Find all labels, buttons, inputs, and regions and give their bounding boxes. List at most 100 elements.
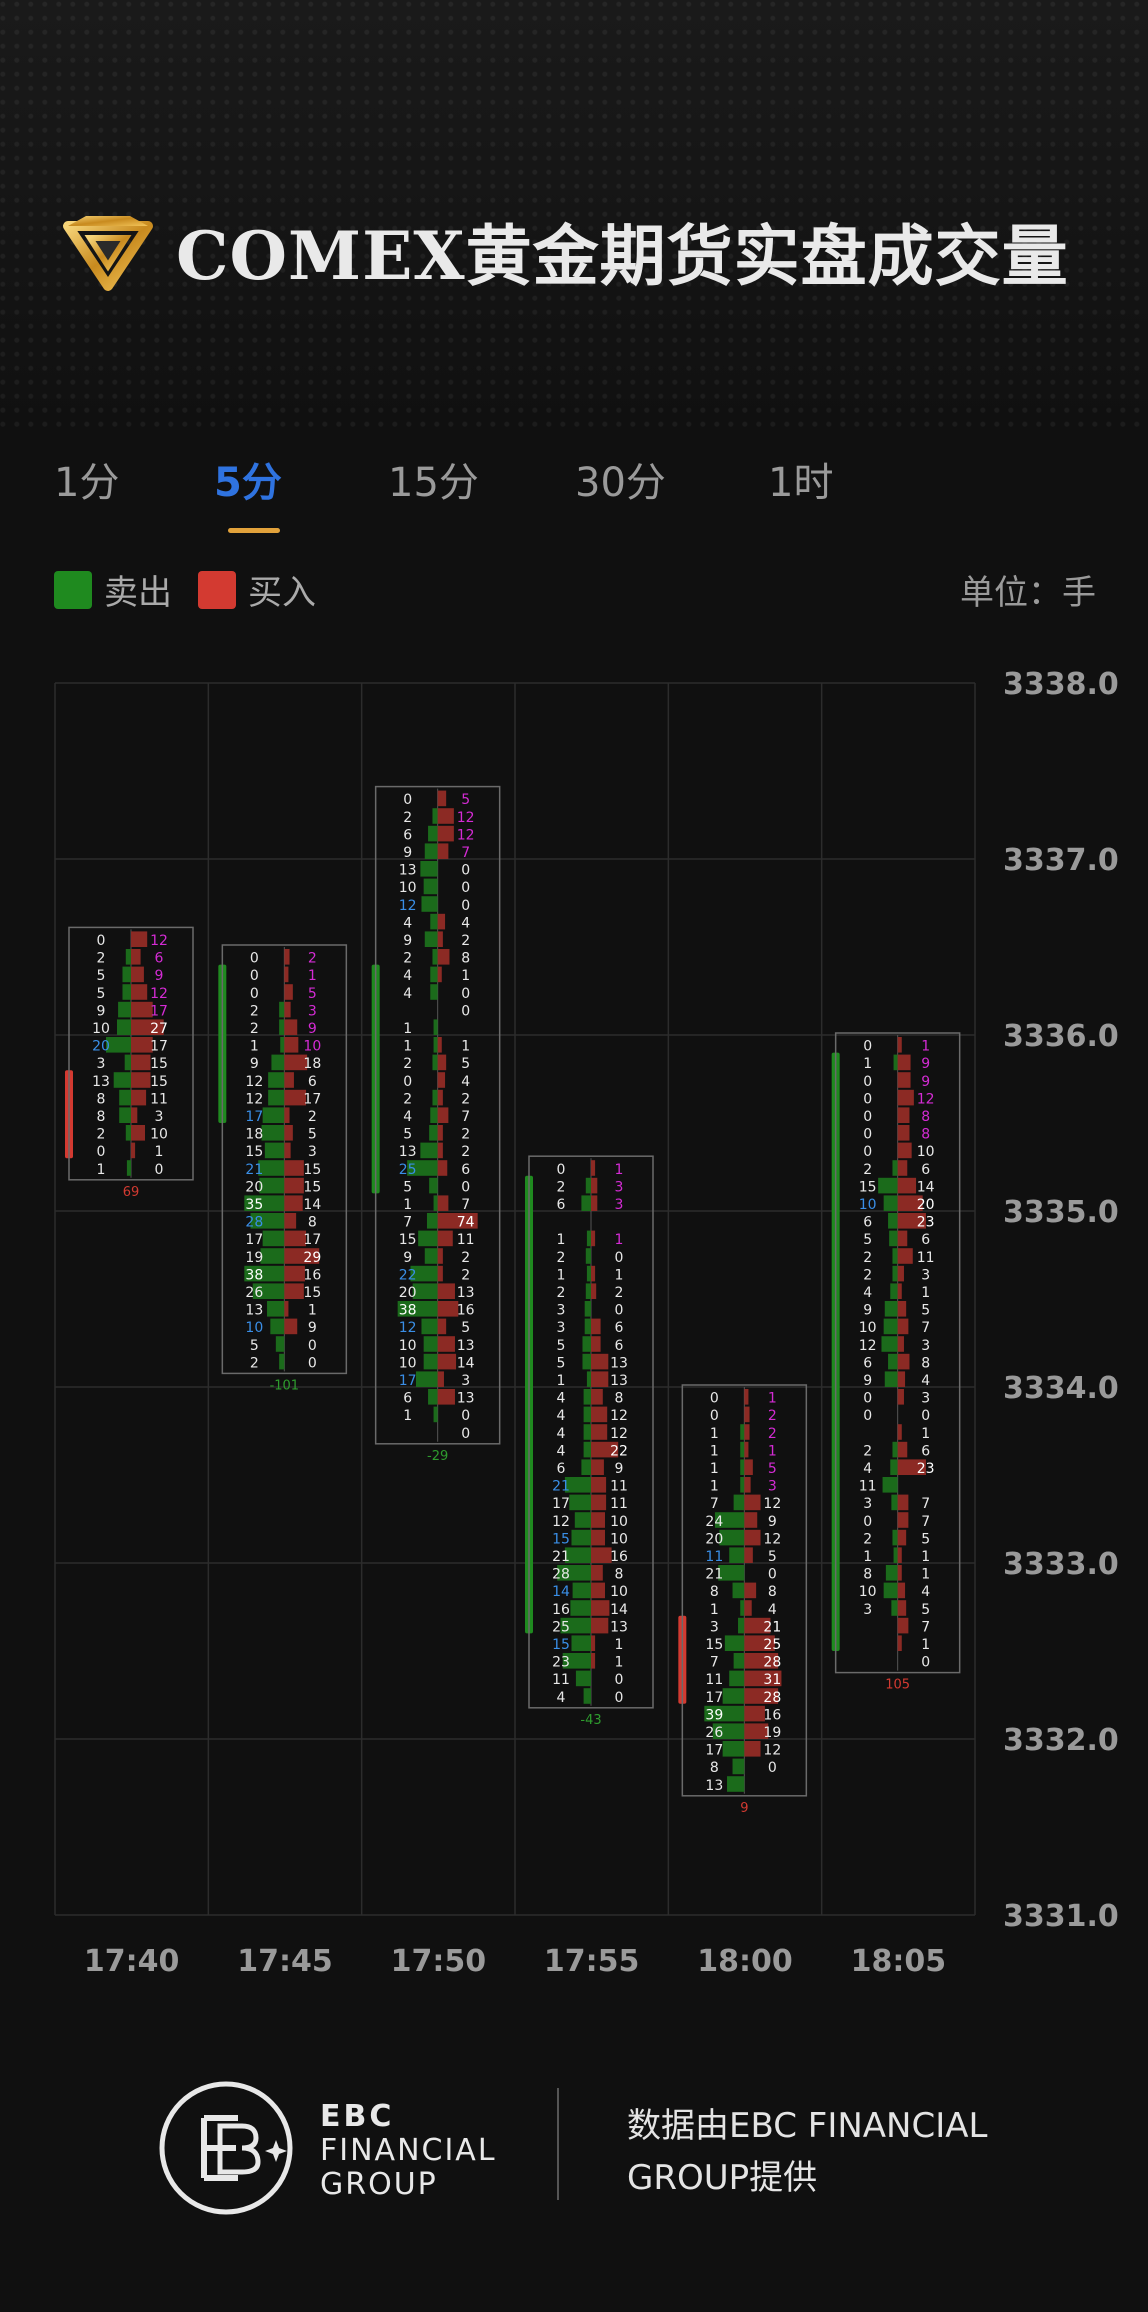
bid-value: 21 bbox=[705, 1567, 723, 1583]
bid-volume-bar bbox=[571, 1635, 591, 1651]
bid-value: 0 bbox=[863, 1091, 872, 1107]
active-tab-indicator bbox=[228, 528, 280, 533]
ask-value: 3 bbox=[921, 1391, 930, 1407]
bid-volume-bar bbox=[421, 1318, 438, 1335]
tab-30m[interactable]: 30分 bbox=[575, 460, 666, 506]
bid-volume-bar bbox=[740, 1424, 745, 1440]
ask-volume-bar bbox=[591, 1371, 609, 1387]
bid-volume-bar bbox=[583, 1688, 591, 1704]
ask-value: 16 bbox=[610, 1549, 628, 1565]
ask-volume-bar bbox=[437, 1230, 453, 1247]
delta-label: 69 bbox=[123, 1185, 140, 1200]
ask-value: 0 bbox=[768, 1760, 777, 1776]
bid-value: 4 bbox=[403, 915, 412, 931]
bid-value: 4 bbox=[863, 1285, 872, 1301]
legend-buy: 买入 bbox=[198, 565, 316, 614]
ask-volume-bar bbox=[897, 1371, 906, 1387]
legend: 卖出 买入 bbox=[54, 565, 342, 614]
tab-1h[interactable]: 1时 bbox=[768, 460, 834, 506]
bid-value: 2 bbox=[97, 951, 106, 967]
ask-value: 1 bbox=[921, 1285, 930, 1301]
ask-value: 0 bbox=[768, 1567, 777, 1583]
bid-volume-bar bbox=[244, 1265, 285, 1282]
bid-value: 15 bbox=[705, 1637, 723, 1653]
ask-value: 12 bbox=[457, 810, 475, 826]
bid-value: 3 bbox=[97, 1056, 106, 1072]
y-tick-label: 3332.0 bbox=[1003, 1723, 1119, 1758]
ask-value: 6 bbox=[308, 1074, 317, 1090]
bid-value: 4 bbox=[557, 1391, 566, 1407]
ask-volume-bar bbox=[897, 1459, 926, 1475]
ask-volume-bar bbox=[284, 1107, 290, 1123]
bid-value: 17 bbox=[245, 1109, 263, 1125]
bid-value: 28 bbox=[552, 1567, 570, 1583]
ask-volume-bar bbox=[591, 1424, 608, 1440]
ask-value: 12 bbox=[763, 1531, 781, 1547]
tab-15m[interactable]: 15分 bbox=[388, 460, 479, 506]
delta-label: -101 bbox=[270, 1378, 300, 1393]
ask-value: 74 bbox=[457, 1215, 475, 1231]
bid-value: 3 bbox=[557, 1303, 566, 1319]
tab-1m[interactable]: 1分 bbox=[54, 460, 120, 506]
ask-value: 5 bbox=[768, 1549, 777, 1565]
bid-volume-bar bbox=[883, 1582, 898, 1599]
bid-volume-bar bbox=[420, 861, 438, 877]
ask-volume-bar bbox=[591, 1582, 605, 1599]
x-tick-label: 17:50 bbox=[391, 1944, 487, 1979]
bid-value: 15 bbox=[399, 1232, 417, 1248]
bid-volume-bar bbox=[557, 1565, 591, 1581]
ask-value: 13 bbox=[610, 1619, 628, 1635]
bid-value: 23 bbox=[552, 1655, 570, 1671]
ask-value: 2 bbox=[461, 1267, 470, 1283]
bid-volume-bar bbox=[570, 1600, 591, 1616]
bid-value: 10 bbox=[399, 1338, 417, 1354]
delta-label: -29 bbox=[427, 1449, 448, 1464]
bid-value: 1 bbox=[710, 1602, 719, 1618]
bid-volume-bar bbox=[574, 1512, 591, 1528]
bid-volume-bar bbox=[729, 1547, 745, 1563]
ask-value: 11 bbox=[610, 1479, 628, 1495]
bid-volume-bar bbox=[740, 1477, 745, 1493]
bid-volume-bar bbox=[585, 1283, 591, 1299]
ask-volume-bar bbox=[897, 1617, 909, 1634]
tab-5m[interactable]: 5分 bbox=[214, 460, 282, 506]
ask-value: 3 bbox=[461, 1373, 470, 1389]
ask-value: 3 bbox=[768, 1479, 777, 1495]
ask-value: 5 bbox=[308, 986, 317, 1002]
bid-volume-bar bbox=[119, 1107, 131, 1123]
ask-volume-bar bbox=[437, 1125, 443, 1141]
bid-value: 1 bbox=[403, 1408, 412, 1424]
ask-volume-bar bbox=[897, 1529, 907, 1546]
ask-volume-bar bbox=[284, 1019, 298, 1035]
bid-volume-bar bbox=[279, 1001, 285, 1018]
ask-volume-bar bbox=[744, 1741, 761, 1757]
bid-value: 9 bbox=[97, 1003, 106, 1019]
bid-volume-bar bbox=[122, 984, 131, 1000]
ask-value: 13 bbox=[610, 1373, 628, 1389]
ask-value: 29 bbox=[303, 1250, 321, 1266]
bid-value: 17 bbox=[399, 1373, 417, 1389]
bid-volume-bar bbox=[729, 1670, 745, 1687]
bid-volume-bar bbox=[418, 1230, 438, 1247]
ask-volume-bar bbox=[897, 1547, 902, 1563]
ask-volume-bar bbox=[897, 1125, 910, 1141]
bid-volume-bar bbox=[261, 1125, 285, 1141]
ask-value: 2 bbox=[461, 933, 470, 949]
bid-volume-bar bbox=[585, 1248, 591, 1264]
ask-value: 19 bbox=[763, 1725, 781, 1741]
bid-value: 9 bbox=[863, 1303, 872, 1319]
bid-value: 11 bbox=[705, 1672, 723, 1688]
ask-value: 16 bbox=[763, 1707, 781, 1723]
ask-volume-bar bbox=[591, 1177, 598, 1194]
ask-volume-bar bbox=[897, 1336, 904, 1352]
ask-value: 8 bbox=[768, 1584, 777, 1600]
ask-value: 1 bbox=[155, 1144, 164, 1160]
bid-volume-bar bbox=[582, 1353, 591, 1370]
bid-value: 10 bbox=[399, 1355, 417, 1371]
ask-volume-bar bbox=[744, 1723, 769, 1739]
bid-value: 12 bbox=[399, 898, 417, 914]
ask-volume-bar bbox=[591, 1195, 598, 1211]
ask-value: 0 bbox=[615, 1250, 624, 1266]
bid-volume-bar bbox=[430, 1107, 438, 1123]
bid-value: 1 bbox=[403, 1197, 412, 1213]
